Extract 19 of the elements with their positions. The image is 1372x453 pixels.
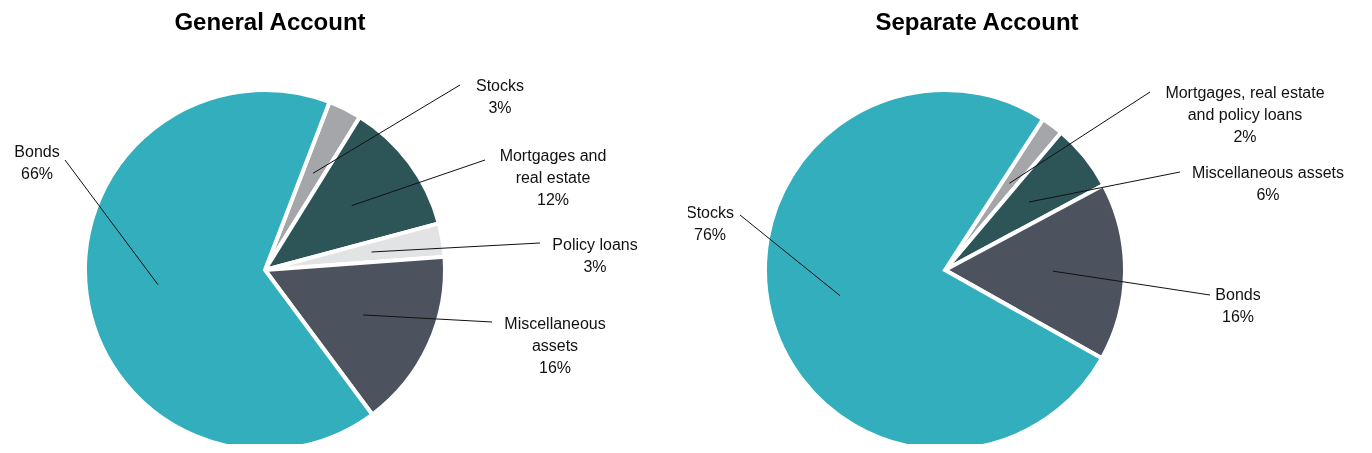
chart-title: General Account bbox=[173, 8, 367, 37]
slice-label: Mortgages and real estate bbox=[499, 147, 607, 186]
slice-label: Stocks bbox=[475, 77, 525, 94]
slice-label: Bonds bbox=[1215, 286, 1261, 303]
data-label: 66% bbox=[20, 165, 54, 182]
data-label: 3% bbox=[488, 99, 512, 116]
data-label: 12% bbox=[536, 191, 570, 208]
slice-label: Bonds bbox=[14, 143, 60, 160]
data-label: 6% bbox=[1256, 186, 1280, 203]
slice-label: Policy loans bbox=[552, 236, 638, 253]
data-label: 16% bbox=[538, 359, 572, 376]
slice-label: Miscellaneous assets bbox=[504, 315, 606, 354]
data-label: 2% bbox=[1233, 128, 1257, 145]
chart-title: Separate Account bbox=[874, 8, 1080, 37]
data-label: 16% bbox=[1221, 308, 1255, 325]
data-label: 3% bbox=[583, 258, 607, 275]
slice-label: Miscellaneous assets bbox=[1191, 164, 1345, 181]
data-label: 76% bbox=[693, 226, 727, 243]
slice-label: Mortgages, real estate and policy loans bbox=[1165, 84, 1325, 123]
